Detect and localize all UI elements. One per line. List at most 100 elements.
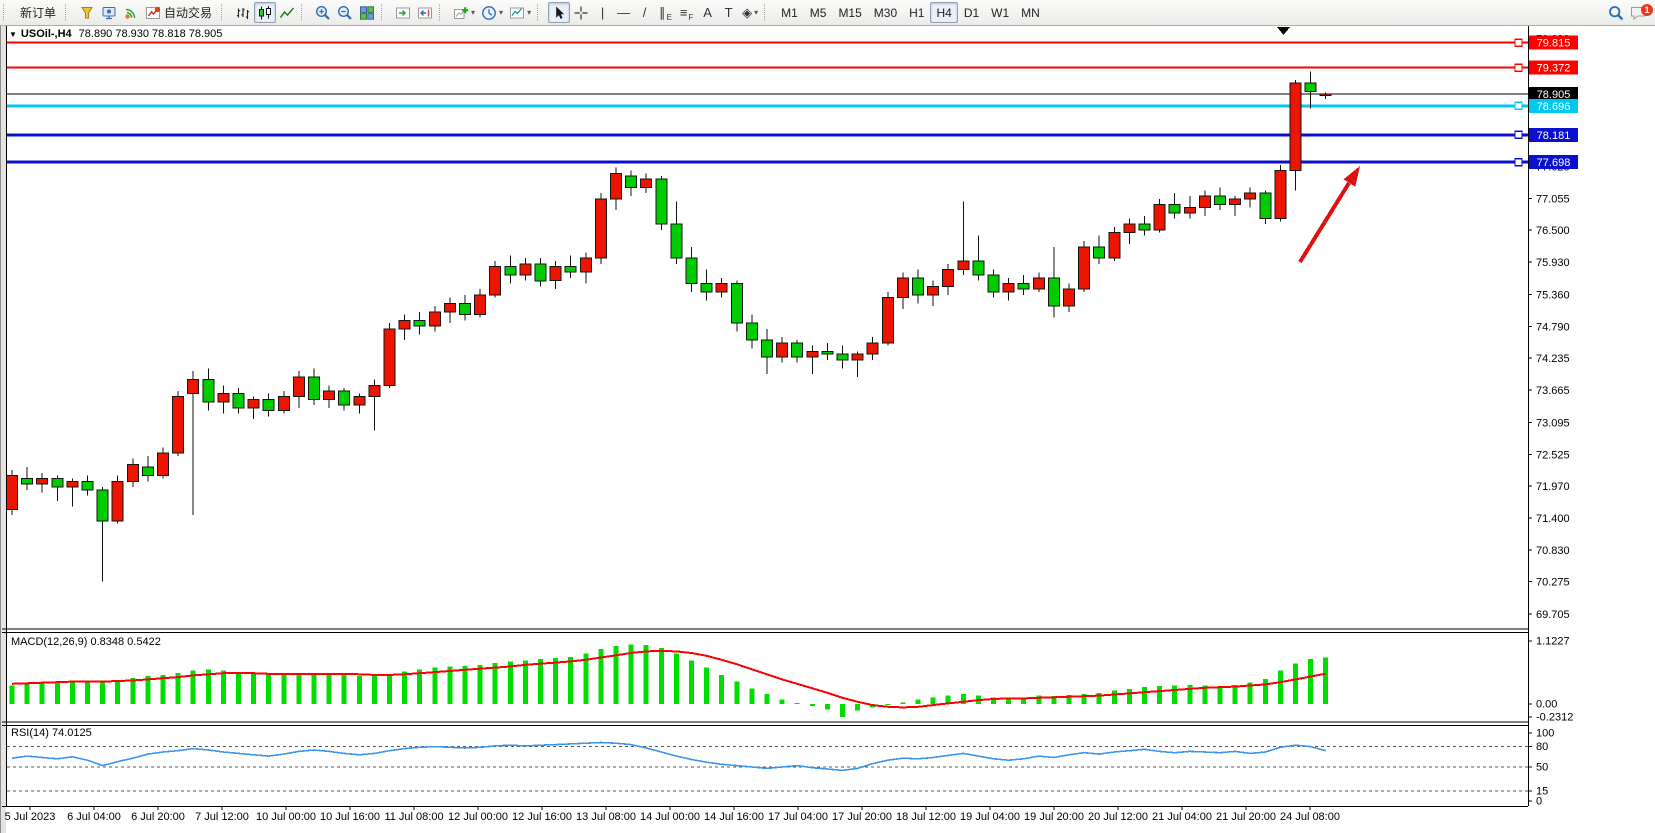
collapse-triangle-icon[interactable]: ▼ <box>9 30 17 39</box>
svg-text:70.275: 70.275 <box>1536 577 1570 589</box>
candle <box>776 342 789 358</box>
community-button[interactable] <box>98 2 120 23</box>
candle <box>292 376 305 398</box>
tile-windows-button[interactable] <box>356 2 378 23</box>
toolbar-separator <box>3 4 10 21</box>
timeframe-mn-label: MN <box>1021 5 1040 20</box>
signals-button[interactable] <box>120 2 142 23</box>
svg-text:74.790: 74.790 <box>1536 322 1570 334</box>
candle <box>896 277 909 299</box>
trend-arrow-annotation[interactable] <box>1298 166 1360 264</box>
timeframe-mn[interactable]: MN <box>1015 2 1046 23</box>
timeframe-m30[interactable]: M30 <box>868 2 903 23</box>
candle <box>625 175 638 188</box>
candle <box>1274 170 1287 220</box>
trendline-button[interactable]: / <box>634 2 655 23</box>
linechart-icon <box>279 5 295 21</box>
zoom-out-button[interactable] <box>334 2 356 23</box>
candlestick-chart-button[interactable] <box>254 2 277 23</box>
search-button[interactable] <box>1605 2 1627 23</box>
periods-button[interactable]: ▾ <box>478 2 506 23</box>
candle <box>323 390 336 400</box>
svg-text:80: 80 <box>1536 741 1548 753</box>
line-chart-button[interactable] <box>276 2 298 23</box>
candles-icon <box>257 5 273 21</box>
svg-text:14 Jul 00:00: 14 Jul 00:00 <box>640 811 700 823</box>
chart-shift-button[interactable] <box>414 2 436 23</box>
candle <box>942 268 955 287</box>
svg-text:5 Jul 2023: 5 Jul 2023 <box>5 811 56 823</box>
timeframe-m5[interactable]: M5 <box>804 2 833 23</box>
svg-text:71.970: 71.970 <box>1536 481 1570 493</box>
price-tag-79.815: 79.815 <box>1529 35 1578 50</box>
svg-text:100: 100 <box>1536 728 1554 740</box>
candle <box>202 379 215 403</box>
macd-histogram <box>9 644 1329 717</box>
crosshair-icon <box>573 5 589 21</box>
chart-shift-marker[interactable] <box>1277 27 1290 35</box>
candlesticks <box>6 71 1332 582</box>
crosshair-button[interactable] <box>570 2 592 23</box>
svg-text:24 Jul 08:00: 24 Jul 08:00 <box>1280 811 1340 823</box>
bar-chart-button[interactable] <box>232 2 254 23</box>
text-button[interactable]: A <box>697 2 718 23</box>
hline-78.696[interactable] <box>7 101 1528 111</box>
svg-text:17 Jul 20:00: 17 Jul 20:00 <box>832 811 892 823</box>
horizontal-line-button[interactable]: — <box>613 2 634 23</box>
candle <box>1078 246 1091 290</box>
candle <box>1123 223 1136 234</box>
timeframe-h1[interactable]: H1 <box>903 2 930 23</box>
candle <box>564 266 577 273</box>
time-scale[interactable]: 5 Jul 2023 6 Jul 04:00 6 Jul 20:00 7 Jul 12… <box>5 806 1340 824</box>
auto-trading-button[interactable]: 自动交易 <box>142 2 218 23</box>
market-funnel-button[interactable] <box>76 2 98 23</box>
toolbar-separator <box>221 4 228 21</box>
candle <box>1047 277 1060 307</box>
hline-77.698[interactable] <box>7 157 1528 167</box>
timeframe-h4[interactable]: H4 <box>930 2 958 23</box>
svg-text:10 Jul 00:00: 10 Jul 00:00 <box>256 811 316 823</box>
zoom-in-button[interactable] <box>312 2 334 23</box>
svg-text:69.705: 69.705 <box>1536 609 1570 621</box>
svg-text:0: 0 <box>1536 796 1542 808</box>
auto-scroll-button[interactable] <box>392 2 414 23</box>
templates-button[interactable]: ▾ <box>506 2 534 23</box>
macd-scale[interactable]: 1.1227 0.00-0.2312 <box>1528 636 1573 724</box>
svg-text:12 Jul 16:00: 12 Jul 16:00 <box>512 811 572 823</box>
candle <box>1168 204 1181 214</box>
candle <box>36 478 49 485</box>
vertical-line-icon: | <box>600 4 605 20</box>
vertical-line-button[interactable]: | <box>592 2 613 23</box>
timeframe-d1[interactable]: D1 <box>958 2 985 23</box>
autoscroll-icon <box>395 5 411 21</box>
chat-button[interactable]: 1 <box>1627 2 1653 23</box>
macd-indicator-label: MACD(12,26,9) 0.8348 0.5422 <box>11 636 161 648</box>
candle <box>443 302 456 313</box>
svg-text:78.905: 78.905 <box>1537 89 1571 101</box>
text-label-button[interactable]: T <box>718 2 739 23</box>
candle <box>66 480 79 488</box>
hline-79.815[interactable] <box>7 38 1528 47</box>
candle <box>761 339 773 358</box>
cursor-button[interactable] <box>548 2 571 23</box>
hline-78.181[interactable] <box>7 130 1528 140</box>
arrows-button[interactable]: ◈ ▾ <box>739 2 761 23</box>
fibonacci-button[interactable]: ≡ F <box>676 2 697 23</box>
timeframe-m15[interactable]: M15 <box>832 2 867 23</box>
text-icon: A <box>703 4 712 20</box>
candle <box>579 257 592 273</box>
timeframe-m1[interactable]: M1 <box>775 2 804 23</box>
indicators-button[interactable]: ▾ <box>450 2 478 23</box>
hline-79.372[interactable] <box>7 63 1528 72</box>
svg-text:20 Jul 12:00: 20 Jul 12:00 <box>1088 811 1148 823</box>
new-order-button[interactable]: 新订单 <box>14 2 62 23</box>
timeframe-w1[interactable]: W1 <box>985 2 1015 23</box>
candle <box>459 302 471 316</box>
equidistant-channel-button[interactable]: ∥ E <box>655 2 676 23</box>
candle <box>157 452 169 477</box>
candle <box>96 489 109 522</box>
svg-text:-0.2312: -0.2312 <box>1536 711 1573 723</box>
candle <box>745 322 758 341</box>
